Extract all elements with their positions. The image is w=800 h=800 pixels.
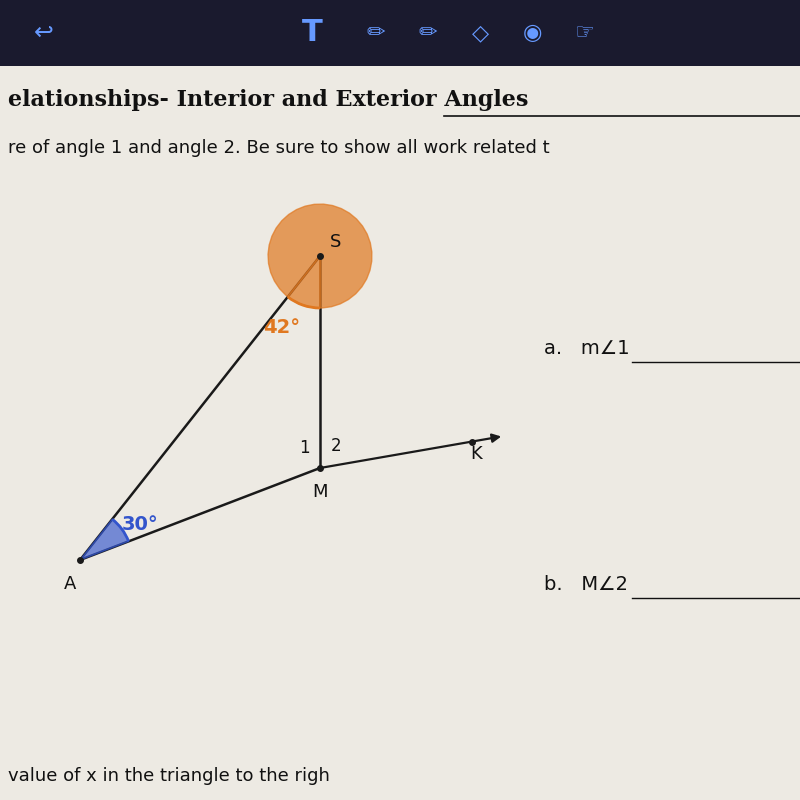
Text: 2: 2 [330,437,342,454]
Text: value of x in the triangle to the righ: value of x in the triangle to the righ [8,767,330,785]
Text: S: S [330,233,342,250]
Text: K: K [470,445,482,462]
Text: ✏: ✏ [418,23,438,43]
Text: re of angle 1 and angle 2. Be sure to show all work related t: re of angle 1 and angle 2. Be sure to sh… [8,139,550,157]
Text: T: T [302,18,322,47]
Polygon shape [80,519,129,560]
Text: 30°: 30° [122,514,158,534]
Text: 42°: 42° [263,318,300,338]
Text: a.   m∠1: a. m∠1 [544,338,630,358]
Text: elationships- Interior and Exterior Angles: elationships- Interior and Exterior Angl… [8,89,528,111]
Text: A: A [64,575,77,593]
Text: ↩: ↩ [34,21,54,45]
Text: ✏: ✏ [366,23,386,43]
Text: 1: 1 [298,439,310,457]
Text: ☞: ☞ [574,23,594,43]
Text: ◉: ◉ [522,23,542,43]
Polygon shape [268,204,372,308]
Text: ◇: ◇ [471,23,489,43]
Text: b.   M∠2: b. M∠2 [544,574,628,594]
Bar [0,0,800,66]
Text: M: M [312,483,328,501]
